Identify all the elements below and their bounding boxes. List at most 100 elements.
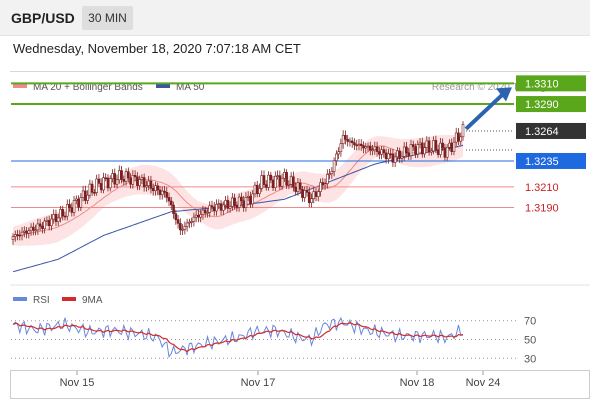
candle-body: [416, 144, 420, 155]
candle-body: [373, 146, 377, 151]
rsi-legend-swatch: [13, 297, 27, 301]
candle-body: [72, 200, 76, 213]
candle-body: [113, 173, 117, 185]
candle-body: [337, 151, 340, 155]
candle-body: [122, 179, 126, 182]
candle-body: [27, 230, 31, 234]
candle-body: [443, 147, 447, 158]
x-axis-frame: [10, 370, 590, 399]
candle-body: [326, 174, 329, 184]
candle-body: [353, 142, 356, 146]
candle-body: [174, 213, 178, 220]
candle-body: [13, 234, 17, 237]
candle-body: [396, 150, 399, 158]
candle-body: [332, 160, 336, 172]
bollinger-bands: [13, 133, 463, 246]
candle-body: [389, 153, 392, 156]
candle-body: [138, 179, 141, 186]
candle-body: [269, 174, 273, 181]
price-levels: 1.3310 1.3290 1.3264 1.3235 1.3210 1.3190: [11, 75, 586, 215]
candle-body: [430, 150, 433, 153]
target-label: 1.3190: [525, 203, 559, 215]
x-tick-label: Nov 17: [241, 377, 276, 389]
rsi-legend: RSI 9MA: [13, 295, 103, 306]
candle-body: [79, 197, 83, 208]
candle-body: [400, 156, 404, 159]
candle-body: [459, 136, 463, 142]
last-price-label: 1.3264: [525, 126, 559, 138]
candle-body: [136, 176, 139, 186]
candle-body: [145, 185, 148, 188]
candle-body: [237, 196, 241, 208]
candle-body: [63, 215, 67, 218]
candle-body: [436, 149, 440, 155]
candle-body: [99, 183, 103, 191]
candle-body: [231, 197, 234, 207]
candle-body: [246, 195, 250, 198]
timeframe-button[interactable]: 30 MIN: [82, 6, 133, 30]
candle-body: [457, 132, 460, 142]
candle-body: [117, 170, 121, 181]
legend-label: MA 20 + Bollinger Bands: [33, 82, 143, 93]
candle-body: [90, 183, 94, 193]
candle-body: [115, 179, 119, 185]
candle-body: [41, 225, 44, 229]
candle-body: [219, 203, 223, 211]
candle-body: [154, 185, 157, 192]
candle-body: [16, 234, 19, 236]
candle-body: [156, 185, 160, 191]
candle-body: [133, 175, 137, 178]
candle-body: [163, 190, 166, 193]
candle-body: [289, 176, 293, 185]
candle-body: [197, 214, 200, 218]
candle-body: [427, 140, 431, 153]
arrow-head: [496, 87, 512, 102]
candle-body: [88, 183, 92, 196]
top-bar: GBP/USD 30 MIN: [0, 0, 590, 36]
candle-body: [375, 146, 379, 152]
candle-body: [359, 143, 363, 146]
candle-body: [160, 190, 164, 195]
candle-body: [129, 177, 132, 185]
rsi-legend-swatch: [62, 297, 76, 301]
candle-body: [251, 193, 254, 205]
candle-body: [32, 226, 35, 231]
watermark: Research © 2020 Trading Central: [432, 82, 581, 93]
candle-body: [335, 153, 338, 162]
rsi-tick-label: 70: [524, 316, 536, 328]
candle-body: [95, 178, 98, 193]
candle-body: [68, 204, 71, 208]
candle-body: [169, 200, 173, 206]
candle-body: [199, 214, 202, 218]
x-tick-label: Nov 24: [466, 377, 501, 389]
support-label-box: [516, 152, 586, 169]
candle-body: [307, 192, 311, 203]
candle-body: [344, 135, 347, 140]
candles: [11, 121, 465, 245]
candle-body: [368, 145, 372, 151]
candle-body: [319, 182, 322, 192]
candle-body: [445, 146, 449, 158]
candle-body: [411, 144, 415, 148]
candle-body: [217, 203, 221, 205]
candle-body: [233, 197, 236, 206]
candle-body: [77, 198, 80, 208]
candle-body: [140, 177, 144, 180]
candle-body: [222, 204, 225, 211]
candle-body: [382, 149, 386, 154]
candle-body: [215, 204, 218, 212]
rsi-ma-line: [12, 322, 464, 353]
candle-body: [407, 152, 411, 157]
candle-body: [81, 190, 85, 198]
candle-body: [176, 219, 180, 224]
candle-body: [312, 191, 316, 199]
resistance-label: 1.3310: [525, 78, 559, 90]
candle-body: [45, 219, 49, 222]
candle-body: [391, 153, 395, 163]
candle-body: [321, 182, 325, 186]
candle-body: [127, 171, 130, 179]
bollinger-band: [13, 133, 463, 246]
candle-body: [303, 190, 307, 198]
candle-body: [194, 214, 198, 218]
candle-body: [346, 139, 349, 142]
